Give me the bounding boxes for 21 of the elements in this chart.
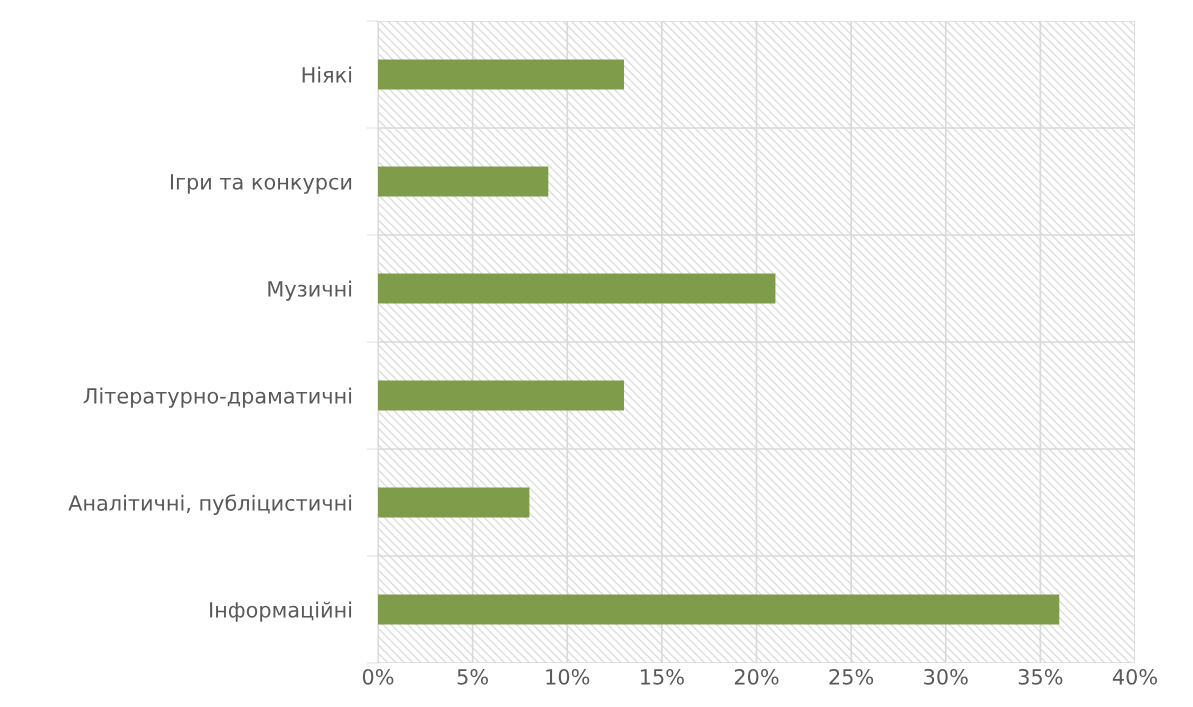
x-tick-label: 10% bbox=[546, 668, 590, 685]
x-tick-label: 30% bbox=[924, 668, 968, 685]
bar bbox=[378, 59, 625, 90]
y-tick-label: Ігри та конкурси bbox=[170, 174, 352, 194]
x-tick-label: 40% bbox=[1112, 668, 1157, 685]
x-tick-label: 20% bbox=[734, 668, 779, 685]
bar bbox=[378, 166, 549, 197]
bar bbox=[378, 273, 776, 304]
x-tick-label: 25% bbox=[829, 668, 874, 685]
y-tick-label: Музичні bbox=[268, 280, 352, 301]
y-tick-label: Літературно-драматичні bbox=[83, 387, 352, 408]
bar bbox=[378, 594, 1060, 625]
x-tick-label: 0% bbox=[362, 668, 394, 685]
x-tick-label: 15% bbox=[641, 668, 684, 685]
y-tick-label: Інформаційні bbox=[210, 601, 352, 622]
bar bbox=[378, 487, 530, 518]
y-tick-label: Ніякі bbox=[302, 66, 352, 83]
y-tick-label: Аналітичні, публіцистичні bbox=[68, 494, 352, 515]
x-tick-label: 5% bbox=[457, 668, 488, 685]
x-tick-label: 35% bbox=[1018, 668, 1063, 685]
bar bbox=[378, 380, 625, 411]
